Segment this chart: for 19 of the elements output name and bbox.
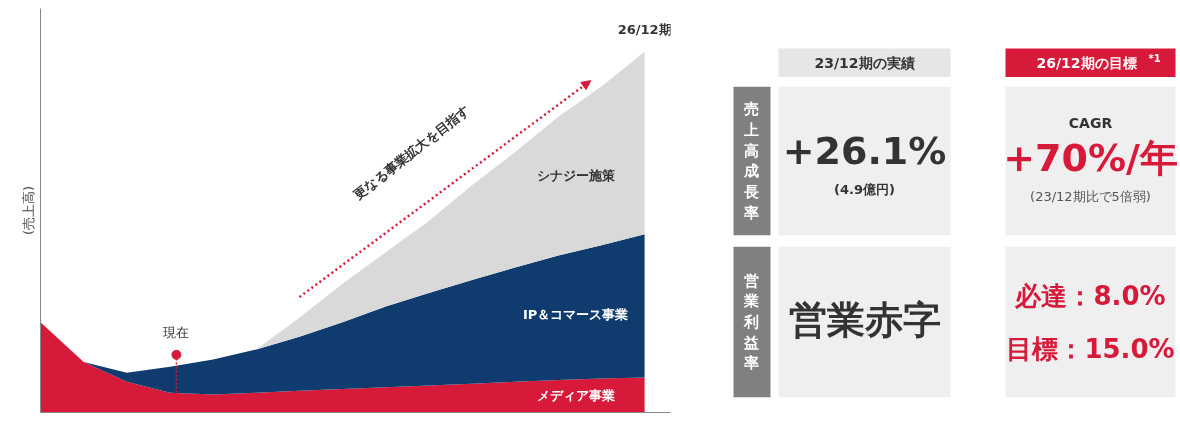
text: 26/12期の目標*1: [1036, 52, 1161, 71]
text: 23/12期の実績: [814, 54, 915, 71]
text: CAGR: [1068, 114, 1113, 131]
text: (4.9億円): [834, 182, 895, 198]
annotation: 現在: [163, 325, 190, 341]
text: (23/12期比で5倍弱): [1030, 188, 1151, 204]
text: 26/12期: [617, 22, 672, 38]
text: 営業利益率: [743, 271, 759, 373]
text: 売上高成長率: [743, 100, 759, 222]
text: 営業赤字: [788, 298, 941, 343]
y-axis-title: (売上高): [20, 185, 36, 236]
series-label: シナジー施策: [536, 168, 616, 184]
text: +26.1%: [782, 129, 947, 174]
text: 必達：8.0%: [1014, 281, 1166, 312]
annotation: 更なる事業拡大を目指す: [350, 102, 473, 203]
text: 目標：15.0%: [1006, 333, 1175, 364]
series-label: IP＆コマース事業: [522, 307, 629, 323]
series-label: メディア事業: [536, 388, 615, 404]
text: +70%/年: [1003, 136, 1178, 181]
